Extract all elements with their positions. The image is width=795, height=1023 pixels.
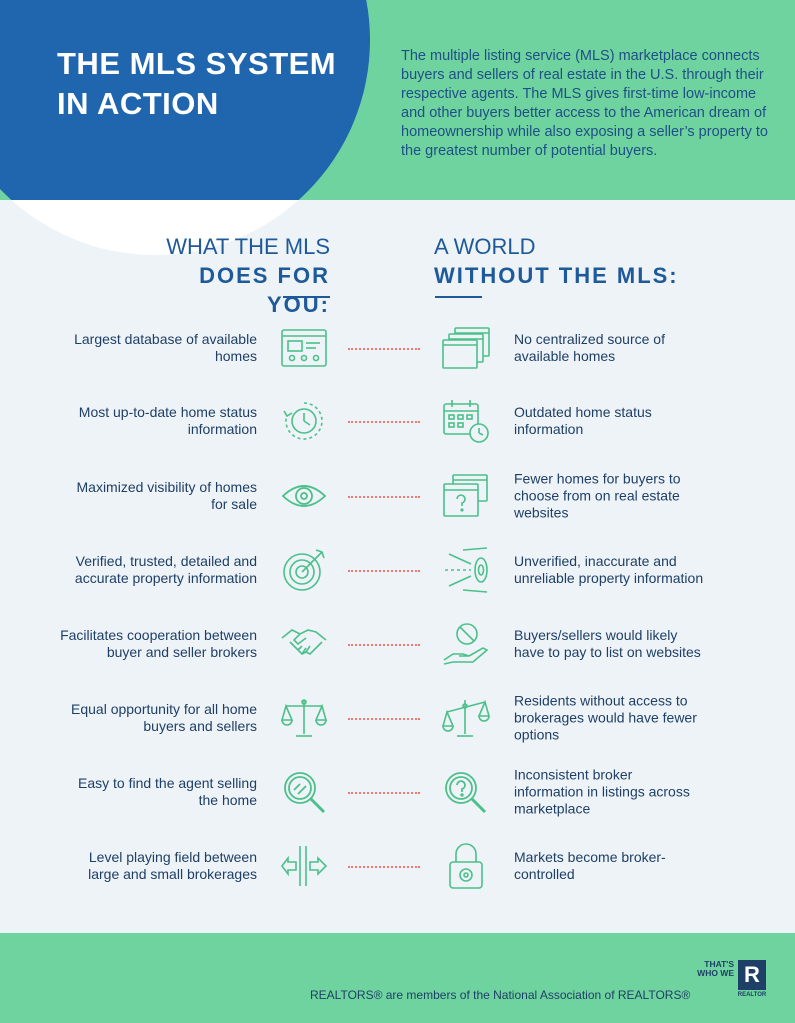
hand-coin-icon xyxy=(441,620,491,668)
comparison-row: Maximized visibility of homes for sale F… xyxy=(0,466,795,526)
listing-screen-icon xyxy=(280,324,328,372)
handshake-icon xyxy=(280,620,328,668)
row-connector xyxy=(348,421,420,423)
row-right-text: Markets become broker-controlled xyxy=(514,849,666,882)
row-connector xyxy=(348,718,420,720)
row-right-text: Fewer homes for buyers to choose from on… xyxy=(514,470,681,521)
comparison-row: Most up-to-date home status information … xyxy=(0,391,795,451)
logo-tagline: THAT'S WHO WE xyxy=(697,959,734,978)
comparison-row: Largest database of available homes No c… xyxy=(0,318,795,378)
footer: REALTORS® are members of the National As… xyxy=(0,933,795,1023)
row-right-text: Inconsistent broker information in listi… xyxy=(514,766,690,817)
page-title: THE MLS SYSTEM IN ACTION xyxy=(57,46,337,121)
row-right-text: Buyers/sellers would likely have to pay … xyxy=(514,627,701,660)
row-connector xyxy=(348,644,420,646)
footer-text: REALTORS® are members of the National As… xyxy=(310,988,691,1002)
comparison-row: Facilitates cooperation between buyer an… xyxy=(0,614,795,674)
row-connector xyxy=(348,866,420,868)
right-column-heading: A WORLD WITHOUT THE MLS: xyxy=(434,232,734,290)
scattered-windows-icon xyxy=(441,324,491,372)
realtor-logo: THAT'S WHO WE R REALTOR xyxy=(696,960,771,1000)
row-connector xyxy=(348,348,420,350)
padlock-icon xyxy=(441,842,491,890)
row-right-text: Unverified, inaccurate and unreliable pr… xyxy=(514,553,704,586)
row-left-text: Largest database of available homes xyxy=(74,331,257,364)
row-right-text: Residents without access to brokerages w… xyxy=(514,692,697,743)
row-left-text: Most up-to-date home status information xyxy=(78,404,257,437)
row-left-text: Equal opportunity for all home buyers an… xyxy=(71,701,257,734)
divider-arrows-icon xyxy=(280,842,328,890)
row-right-text: Outdated home status information xyxy=(514,404,652,437)
row-left-text: Easy to find the agent selling the home xyxy=(77,775,257,808)
magnifier-question-icon xyxy=(441,768,491,816)
refresh-clock-icon xyxy=(280,397,328,445)
right-heading-line2: WITHOUT THE MLS: xyxy=(434,263,679,288)
row-connector xyxy=(348,792,420,794)
magnifier-icon xyxy=(280,768,328,816)
row-connector xyxy=(348,496,420,498)
target-bullseye-icon xyxy=(280,546,328,594)
row-connector xyxy=(348,570,420,572)
row-right-text: No centralized source of available homes xyxy=(514,331,665,364)
comparison-section xyxy=(0,200,795,933)
left-column-heading: WHAT THE MLS DOES FOR YOU: xyxy=(130,232,330,319)
unbalanced-scale-icon xyxy=(441,694,491,742)
intro-paragraph: The multiple listing service (MLS) marke… xyxy=(401,48,768,159)
missed-target-icon xyxy=(441,546,491,594)
right-heading-rule xyxy=(435,296,482,298)
row-left-text: Maximized visibility of homes for sale xyxy=(76,479,258,512)
row-left-text: Verified, trusted, detailed and accurate… xyxy=(74,553,257,586)
comparison-row: Easy to find the agent selling the home … xyxy=(0,762,795,822)
right-heading-line1: A WORLD xyxy=(434,234,536,259)
window-question-icon xyxy=(441,472,491,520)
row-left-text: Facilitates cooperation between buyer an… xyxy=(60,627,257,660)
calendar-clock-icon xyxy=(441,397,491,445)
left-heading-line1: WHAT THE MLS xyxy=(166,234,330,259)
eye-icon xyxy=(280,472,328,520)
logo-subtext: REALTOR xyxy=(737,992,767,998)
comparison-row: Level playing field between large and sm… xyxy=(0,836,795,896)
balanced-scale-icon xyxy=(280,694,328,742)
row-left-text: Level playing field between large and sm… xyxy=(88,849,257,882)
left-heading-line2: DOES FOR YOU: xyxy=(199,263,330,317)
comparison-row: Equal opportunity for all home buyers an… xyxy=(0,688,795,748)
header-banner: THE MLS SYSTEM IN ACTION The multiple li… xyxy=(0,0,795,200)
logo-letter: R xyxy=(738,960,766,990)
left-heading-rule xyxy=(283,296,330,298)
header-circle xyxy=(0,0,370,200)
comparison-row: Verified, trusted, detailed and accurate… xyxy=(0,540,795,600)
